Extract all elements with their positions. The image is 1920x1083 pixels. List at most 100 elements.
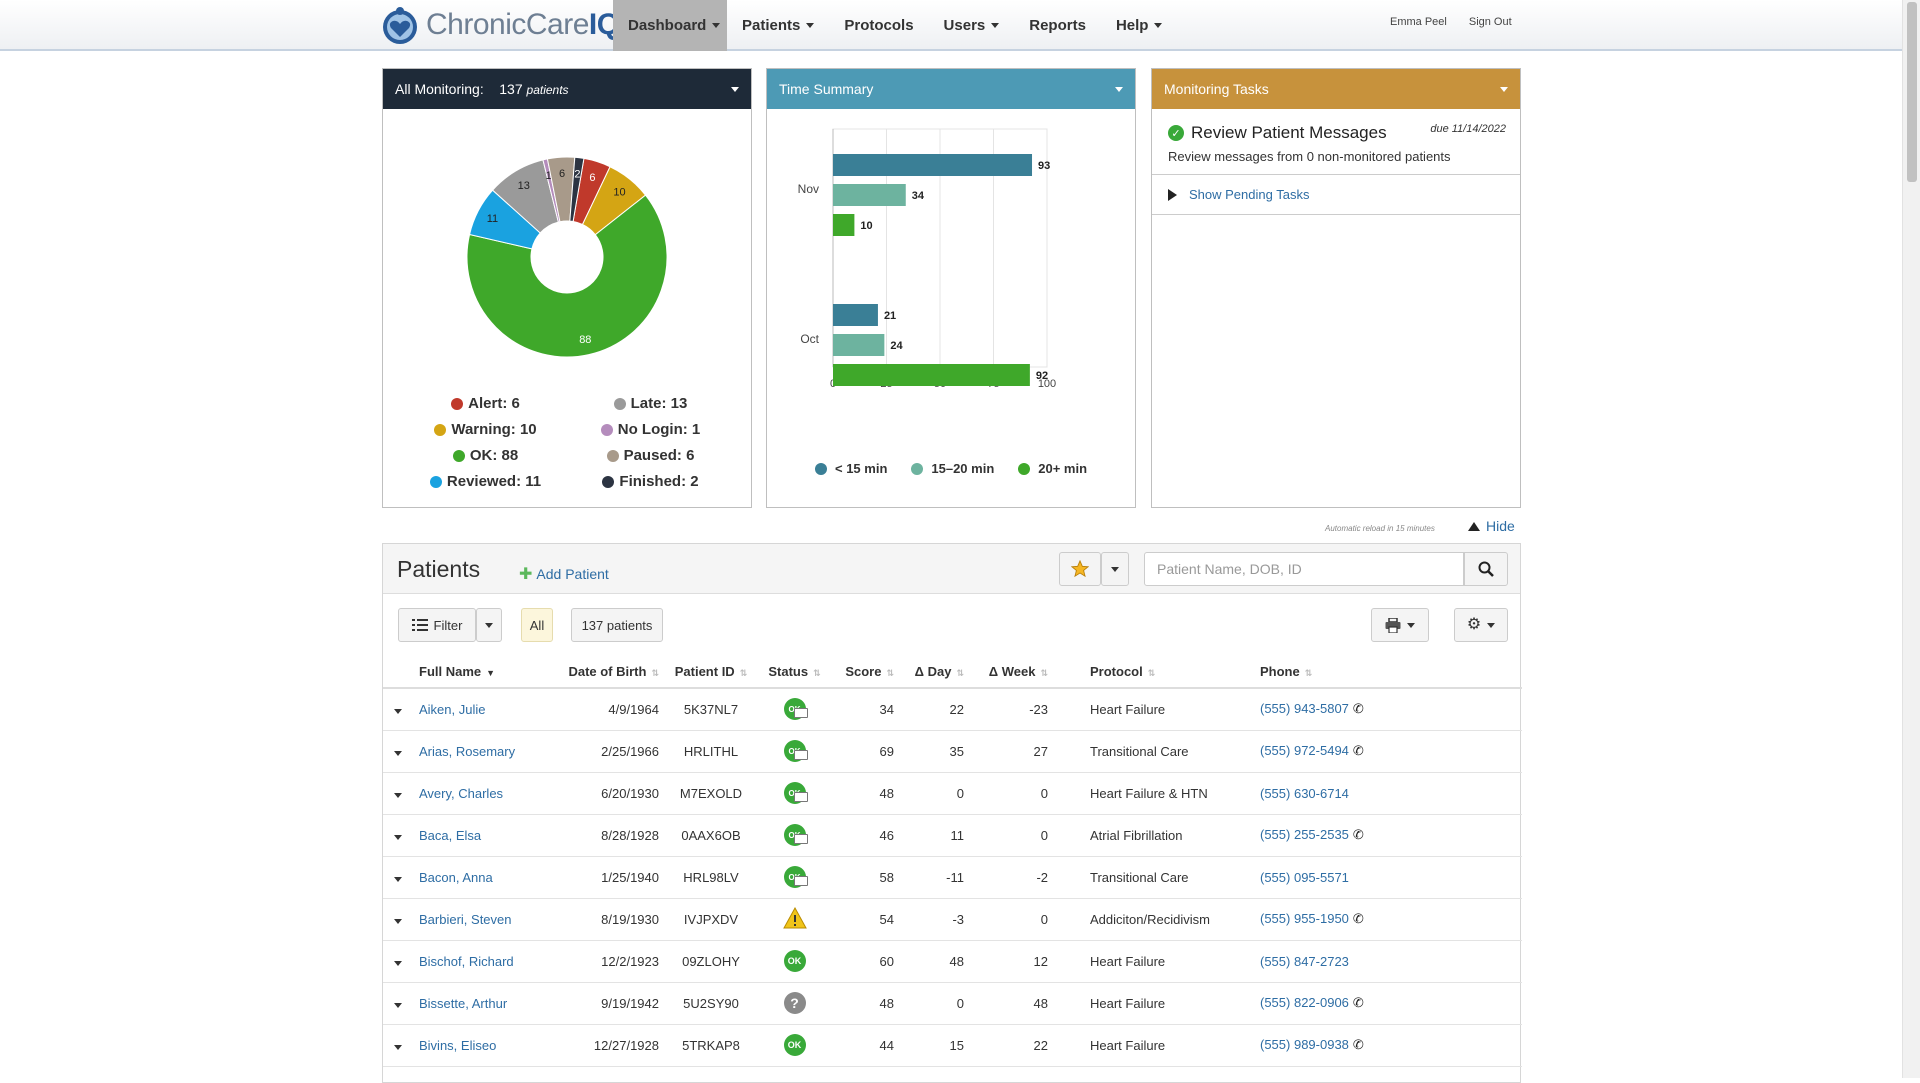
phone-link[interactable]: (555) 943-5807 [1260, 701, 1349, 717]
cell-delta-week: -2 [970, 856, 1054, 899]
sort-icon: ⇅ [651, 668, 659, 678]
scrollbar-thumb[interactable] [1907, 2, 1917, 182]
cell-full-name[interactable]: Aiken, Julie [413, 688, 559, 731]
phone-link[interactable]: (555) 630-6714 [1260, 785, 1349, 801]
nav-users[interactable]: Users [929, 0, 1015, 51]
nav-dashboard[interactable]: Dashboard [613, 0, 727, 51]
phone-link[interactable]: (555) 989-0938 [1260, 1037, 1349, 1052]
col-phone[interactable]: Phone ⇅ [1254, 656, 1522, 689]
row-expand-toggle[interactable] [383, 898, 413, 941]
table-row[interactable]: Arias, Rosemary 2/25/1966 HRLITHL OK 69 35 27 T… [383, 730, 1522, 773]
brand-logo[interactable]: ChronicCareIQ [380, 2, 620, 48]
nav-patients[interactable]: Patients [727, 0, 829, 51]
patient-search-input[interactable] [1144, 552, 1464, 586]
row-expand-toggle[interactable] [383, 1024, 413, 1067]
user-name-link[interactable]: Emma Peel [1390, 16, 1447, 28]
row-expand-toggle[interactable] [383, 688, 413, 731]
row-expand-toggle[interactable] [383, 772, 413, 815]
patient-name-link[interactable]: Avery, Charles [419, 785, 504, 801]
cell-phone: (555) 847-2723 [1254, 940, 1522, 983]
donut-data-label: 6 [559, 168, 565, 180]
col-protocol[interactable]: Protocol ⇅ [1054, 656, 1254, 689]
phone-link[interactable]: (555) 847-2723 [1260, 953, 1349, 969]
time-summary-header[interactable]: Time Summary [767, 69, 1135, 109]
filter-dropdown-button[interactable] [476, 608, 502, 642]
monitoring-count-unit: patients [526, 83, 569, 97]
table-row[interactable]: Aiken, Julie 4/9/1964 5K37NL7 OK 34 22 -23 Hear… [383, 688, 1522, 731]
donut-slice-ok[interactable] [466, 194, 668, 358]
cell-full-name[interactable]: Baca, Elsa [413, 814, 559, 857]
patient-name-link[interactable]: Aiken, Julie [419, 701, 486, 717]
cell-full-name[interactable]: Avery, Charles [413, 772, 559, 815]
cell-full-name[interactable]: Barbieri, Steven [413, 898, 559, 941]
cell-protocol: Transitional Care [1054, 730, 1254, 773]
all-filter-button[interactable]: All [521, 608, 553, 642]
monitoring-tasks-header[interactable]: Monitoring Tasks [1152, 69, 1520, 109]
table-row[interactable]: Bissette, Arthur 9/19/1942 5U2SY90? 48 0 48 He… [383, 982, 1522, 1025]
table-row[interactable]: Bischof, Richard 12/2/1923 09ZLOHY OK 60 48 12… [383, 940, 1522, 983]
donut-slice-finished[interactable] [569, 156, 585, 223]
sign-out-link[interactable]: Sign Out [1468, 16, 1512, 28]
patient-count-button[interactable]: 137 patients [571, 608, 663, 642]
phone-link[interactable]: (555) 255-2535 [1260, 827, 1349, 842]
patient-name-link[interactable]: Bivins, Eliseo [419, 1037, 497, 1053]
settings-button[interactable]: ⚙ [1454, 608, 1508, 642]
donut-data-label: 11 [487, 213, 498, 225]
col-delta-day[interactable]: Δ Day ⇅ [900, 656, 970, 689]
nav-reports[interactable]: Reports [1029, 17, 1086, 34]
patient-name-link[interactable]: Bacon, Anna [419, 869, 493, 885]
cell-full-name[interactable]: Arias, Rosemary [413, 730, 559, 773]
row-expand-toggle[interactable] [383, 730, 413, 773]
table-row[interactable]: Baca, Elsa 8/28/1928 0AAX6OB OK 46 11 0 Atrial … [383, 814, 1522, 857]
sort-icon: ⇅ [813, 668, 821, 678]
show-pending-tasks-toggle[interactable]: Show Pending Tasks [1152, 175, 1520, 215]
patient-name-link[interactable]: Baca, Elsa [419, 827, 482, 843]
col-patient-id[interactable]: Patient ID ⇅ [665, 656, 757, 689]
row-expand-toggle[interactable] [383, 856, 413, 899]
nav-help[interactable]: Help [1101, 0, 1178, 51]
table-row[interactable]: Bivins, Eliseo 12/27/1928 5TRKAP8 OK 44 15 22 H… [383, 1024, 1522, 1067]
task-item[interactable]: ✓ Review Patient Messages due 11/14/2022 … [1152, 109, 1520, 175]
favorites-dropdown-button[interactable] [1101, 552, 1129, 586]
cell-full-name[interactable]: Bivins, Eliseo [413, 1024, 559, 1067]
table-row[interactable]: Barbieri, Steven 8/19/1930 IVJPXDV 54 -3 0 Add… [383, 898, 1522, 941]
patient-name-link[interactable]: Barbieri, Steven [419, 911, 512, 927]
chevron-down-icon[interactable] [1500, 86, 1508, 92]
cell-full-name[interactable]: Bissette, Arthur [413, 982, 559, 1025]
cell-full-name[interactable]: Bischof, Richard [413, 940, 559, 983]
patient-name-link[interactable]: Arias, Rosemary [419, 743, 516, 759]
monitoring-title: All Monitoring: [395, 81, 484, 97]
filter-button[interactable]: Filter [398, 608, 476, 642]
col-date-of-birth[interactable]: Date of Birth ⇅ [559, 656, 665, 689]
row-expand-toggle[interactable] [383, 814, 413, 857]
nav-protocols[interactable]: Protocols [844, 17, 914, 34]
search-button[interactable] [1464, 552, 1508, 586]
chevron-down-icon [394, 1044, 402, 1050]
table-row[interactable]: Avery, Charles 6/20/1930 M7EXOLD OK 48 0 0 Hear… [383, 772, 1522, 815]
cell-phone: (555) 630-6714 [1254, 772, 1522, 815]
chevron-down-icon[interactable] [731, 86, 739, 92]
table-row[interactable]: Bacon, Anna 1/25/1940 HRL98LV OK 58 -11 -2 Tran… [383, 856, 1522, 899]
row-expand-toggle[interactable] [383, 940, 413, 983]
col-status[interactable]: Status ⇅ [757, 656, 832, 689]
phone-link[interactable]: (555) 972-5494 [1260, 743, 1349, 758]
phone-link[interactable]: (555) 095-5571 [1260, 869, 1349, 885]
col-delta-week[interactable]: Δ Week ⇅ [970, 656, 1054, 689]
cell-score: 54 [832, 898, 900, 941]
chevron-down-icon[interactable] [1115, 86, 1123, 92]
cell-full-name[interactable]: Bacon, Anna [413, 856, 559, 899]
favorites-button[interactable] [1059, 552, 1101, 586]
print-button[interactable] [1371, 608, 1429, 642]
phone-link[interactable]: (555) 822-0906 [1260, 995, 1349, 1010]
page-scrollbar[interactable] [1902, 0, 1920, 1078]
phone-link[interactable]: (555) 955-1950 [1260, 911, 1349, 926]
col-full-name[interactable]: Full Name ▼ [413, 656, 559, 689]
chevron-down-icon [485, 622, 493, 628]
monitoring-panel-header[interactable]: All Monitoring: 137 patients [383, 69, 751, 109]
patient-name-link[interactable]: Bissette, Arthur [419, 995, 508, 1011]
col-score[interactable]: Score ⇅ [832, 656, 900, 689]
row-expand-toggle[interactable] [383, 982, 413, 1025]
patient-name-link[interactable]: Bischof, Richard [419, 953, 514, 969]
hide-dashboard-link[interactable]: Hide [1468, 518, 1515, 534]
add-patient-link[interactable]: ✚ Add Patient [519, 564, 609, 584]
